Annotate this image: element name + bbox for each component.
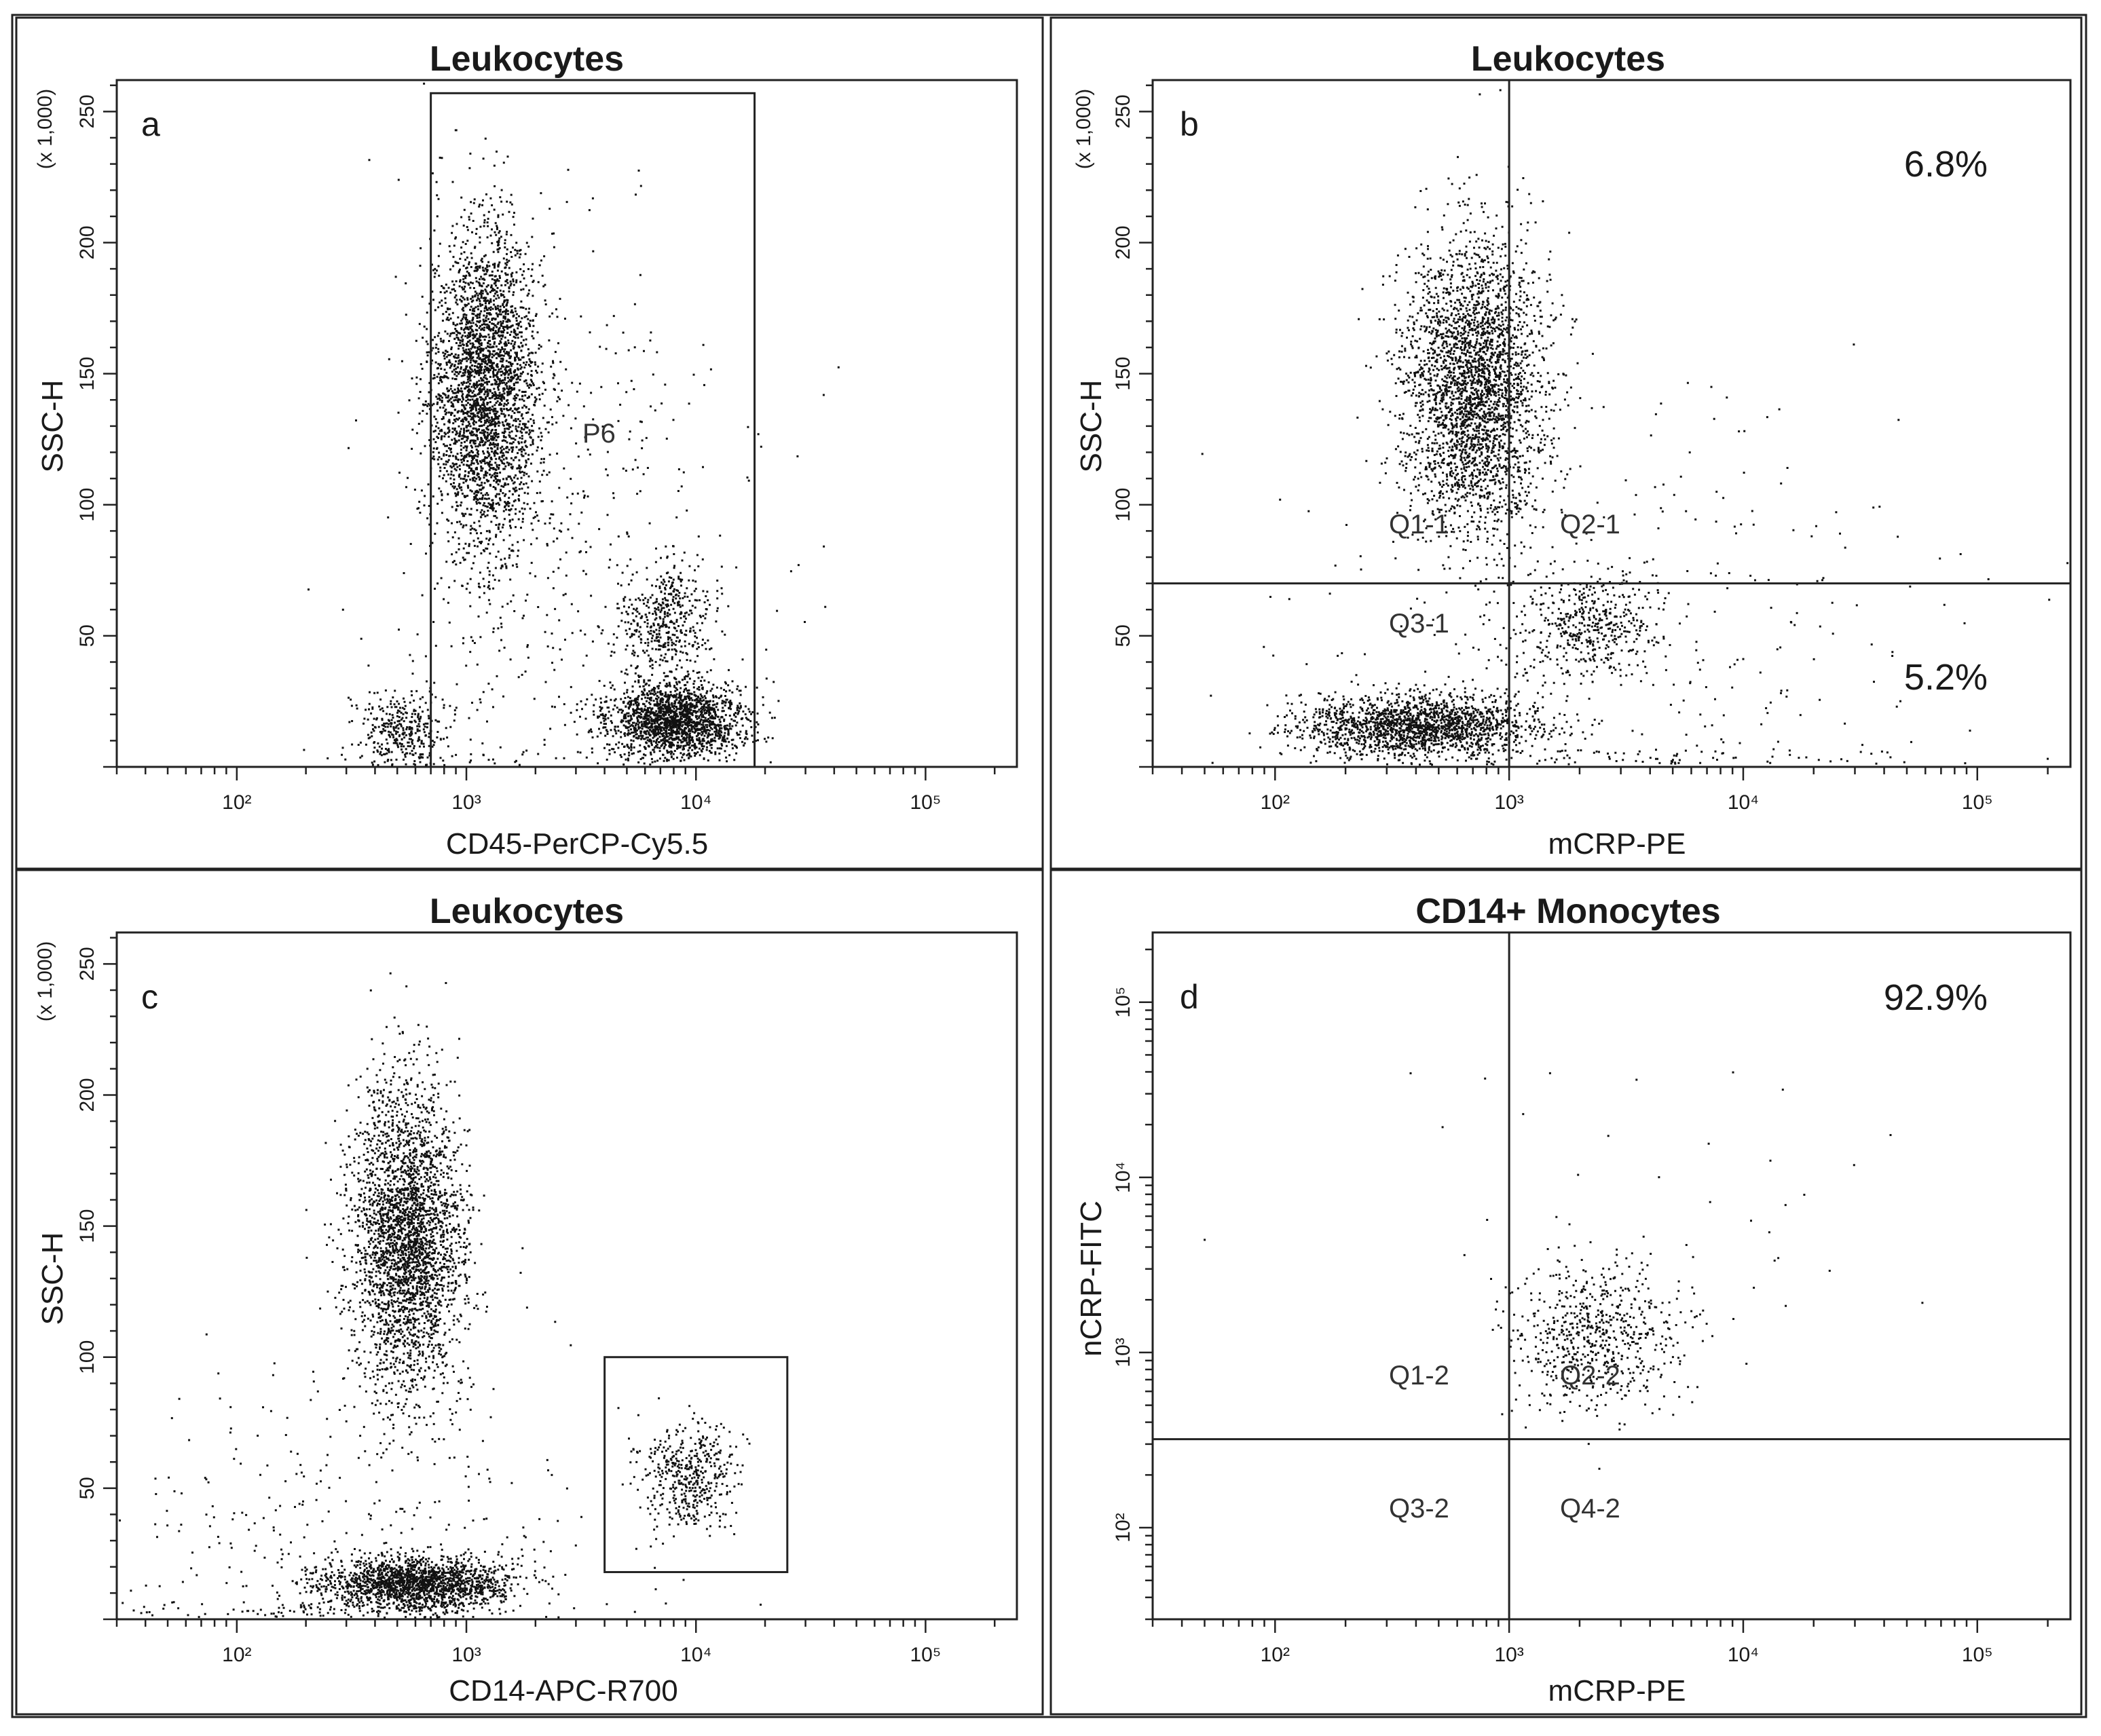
panel-a-letter: a <box>141 105 160 143</box>
panel-d-upper-right-percent: 92.9% <box>1884 977 1988 1018</box>
y-tick-label: 200 <box>76 225 98 259</box>
panel-a-x-axis-label: CD45-PerCP-Cy5.5 <box>446 827 708 861</box>
panel-d-x-ticks: 10² 10³ 10⁴ 10⁵ <box>1151 1619 2049 1666</box>
panel-c-letter: c <box>141 978 158 1016</box>
panel-d-quadrant-gate <box>1153 932 2070 1619</box>
x-tick-label: 10² <box>222 1644 251 1666</box>
x-tick-label: 10³ <box>1494 1644 1523 1666</box>
panel-b-title: Leukocytes <box>1471 39 1665 79</box>
panel-c-y-ticks: 50 100 150 200 250 <box>76 937 117 1621</box>
panel-b-x-axis-label: mCRP-PE <box>1548 827 1686 861</box>
panel-d-q4-label: Q4-2 <box>1560 1494 1620 1524</box>
x-tick-label: 10⁵ <box>910 791 942 814</box>
panel-d-q1-label: Q1-2 <box>1389 1361 1449 1391</box>
panel-a-dots <box>303 82 840 767</box>
x-tick-label: 10³ <box>451 791 481 814</box>
gate-rectangle <box>603 1356 789 1573</box>
panel-b: Leukocytes b 6.8% 5.2% Q1-1 Q2-1 Q3-1 10… <box>1073 39 2072 861</box>
panel-d-y-axis-label: nCRP-FITC <box>1075 1201 1108 1357</box>
panel-a-plot-area <box>115 79 1018 768</box>
panel-d-q2-label: Q2-2 <box>1560 1361 1620 1391</box>
panel-c-y-axis-label: SSC-H <box>36 1232 69 1325</box>
panel-c-gate <box>603 1356 789 1573</box>
panel-a-x-ticks: 10² 10³ 10⁴ 10⁵ <box>115 767 996 814</box>
panel-a-y-axis-label: SSC-H <box>36 380 69 473</box>
panel-d-letter: d <box>1180 978 1199 1016</box>
y-tick-label: 100 <box>1112 488 1134 522</box>
x-tick-label: 10⁵ <box>910 1644 942 1666</box>
panel-b-y-axis-label: SSC-H <box>1075 380 1108 473</box>
panel-b-q1-label: Q1-1 <box>1389 510 1449 540</box>
x-tick-label: 10³ <box>451 1644 481 1666</box>
panel-c-x-axis-label: CD14-APC-R700 <box>449 1674 677 1707</box>
y-tick-label: 200 <box>1112 225 1134 259</box>
x-tick-label: 10⁴ <box>680 1644 711 1666</box>
y-tick-label: 10⁵ <box>1112 987 1134 1018</box>
figure-border <box>11 14 2087 1718</box>
panel-a-y-ticks: 50 100 150 200 250 <box>76 84 117 768</box>
panel-c: Leukocytes c 10² 10³ 10⁴ 10⁵ 50 100 150 200 250… <box>34 892 1018 1707</box>
x-tick-label: 10² <box>1261 791 1290 814</box>
panel-c-plot-area <box>115 931 1018 1621</box>
y-tick-label: 50 <box>76 624 98 647</box>
panel-b-lower-right-percent: 5.2% <box>1904 657 1988 698</box>
panel-d-plot-area <box>1151 931 2072 1621</box>
x-tick-label: 10⁴ <box>680 791 711 814</box>
panel-a: Leukocytes a P6 10² 10³ 10⁴ 10⁵ 50 100 150 200… <box>34 39 1018 861</box>
panel-a-gate <box>430 92 756 768</box>
y-tick-label: 50 <box>76 1477 98 1499</box>
y-tick-label: 250 <box>76 947 98 981</box>
panel-d-q3-label: Q3-2 <box>1389 1494 1449 1524</box>
y-tick-label: 50 <box>1112 624 1134 647</box>
panel-b-upper-right-percent: 6.8% <box>1904 144 1988 185</box>
panel-b-letter: b <box>1180 105 1199 143</box>
y-tick-label: 150 <box>76 1209 98 1243</box>
x-tick-label: 10⁴ <box>1728 1644 1759 1666</box>
panel-a-y-multiplier: (x 1,000) <box>34 89 56 169</box>
y-tick-label: 250 <box>76 94 98 128</box>
panel-b-q2-label: Q2-1 <box>1560 510 1620 540</box>
panel-b-x-ticks: 10² 10³ 10⁴ 10⁵ <box>1151 767 2049 814</box>
x-tick-label: 10³ <box>1494 791 1523 814</box>
panel-c-title: Leukocytes <box>430 892 624 931</box>
panel-d-title: CD14+ Monocytes <box>1415 892 1720 931</box>
x-tick-label: 10⁵ <box>1962 791 1993 814</box>
y-tick-label: 200 <box>76 1078 98 1112</box>
panel-c-x-ticks: 10² 10³ 10⁴ 10⁵ <box>115 1619 996 1666</box>
y-tick-label: 10³ <box>1112 1338 1134 1367</box>
panel-c-y-multiplier: (x 1,000) <box>34 941 56 1021</box>
panel-b-q3-label: Q3-1 <box>1389 609 1449 639</box>
x-tick-label: 10² <box>222 791 251 814</box>
x-tick-label: 10⁴ <box>1728 791 1759 814</box>
y-tick-label: 10⁴ <box>1112 1162 1134 1193</box>
panel-b-y-ticks: 50 100 150 200 250 <box>1112 84 1153 768</box>
event-dots <box>303 82 840 767</box>
panel-d-y-ticks: 10² 10³ 10⁴ 10⁵ <box>1112 948 1153 1621</box>
x-tick-label: 10⁵ <box>1962 1644 1993 1666</box>
panel-b-y-multiplier: (x 1,000) <box>1073 89 1095 169</box>
y-tick-label: 100 <box>76 1340 98 1374</box>
panel-d: CD14+ Monocytes d 92.9% Q1-2 Q2-2 Q3-2 Q… <box>1075 892 2072 1707</box>
panel-b-quadrant-gate <box>1153 80 2070 767</box>
panel-d-x-axis-label: mCRP-PE <box>1548 1674 1686 1707</box>
y-tick-label: 150 <box>76 357 98 391</box>
panel-a-title: Leukocytes <box>430 39 624 79</box>
y-tick-label: 150 <box>1112 357 1134 391</box>
gate-rectangle <box>430 92 756 768</box>
y-tick-label: 10² <box>1112 1513 1134 1542</box>
x-tick-label: 10² <box>1261 1644 1290 1666</box>
y-tick-label: 100 <box>76 488 98 522</box>
y-tick-label: 250 <box>1112 94 1134 128</box>
panel-a-gate-label: P6 <box>582 419 616 449</box>
